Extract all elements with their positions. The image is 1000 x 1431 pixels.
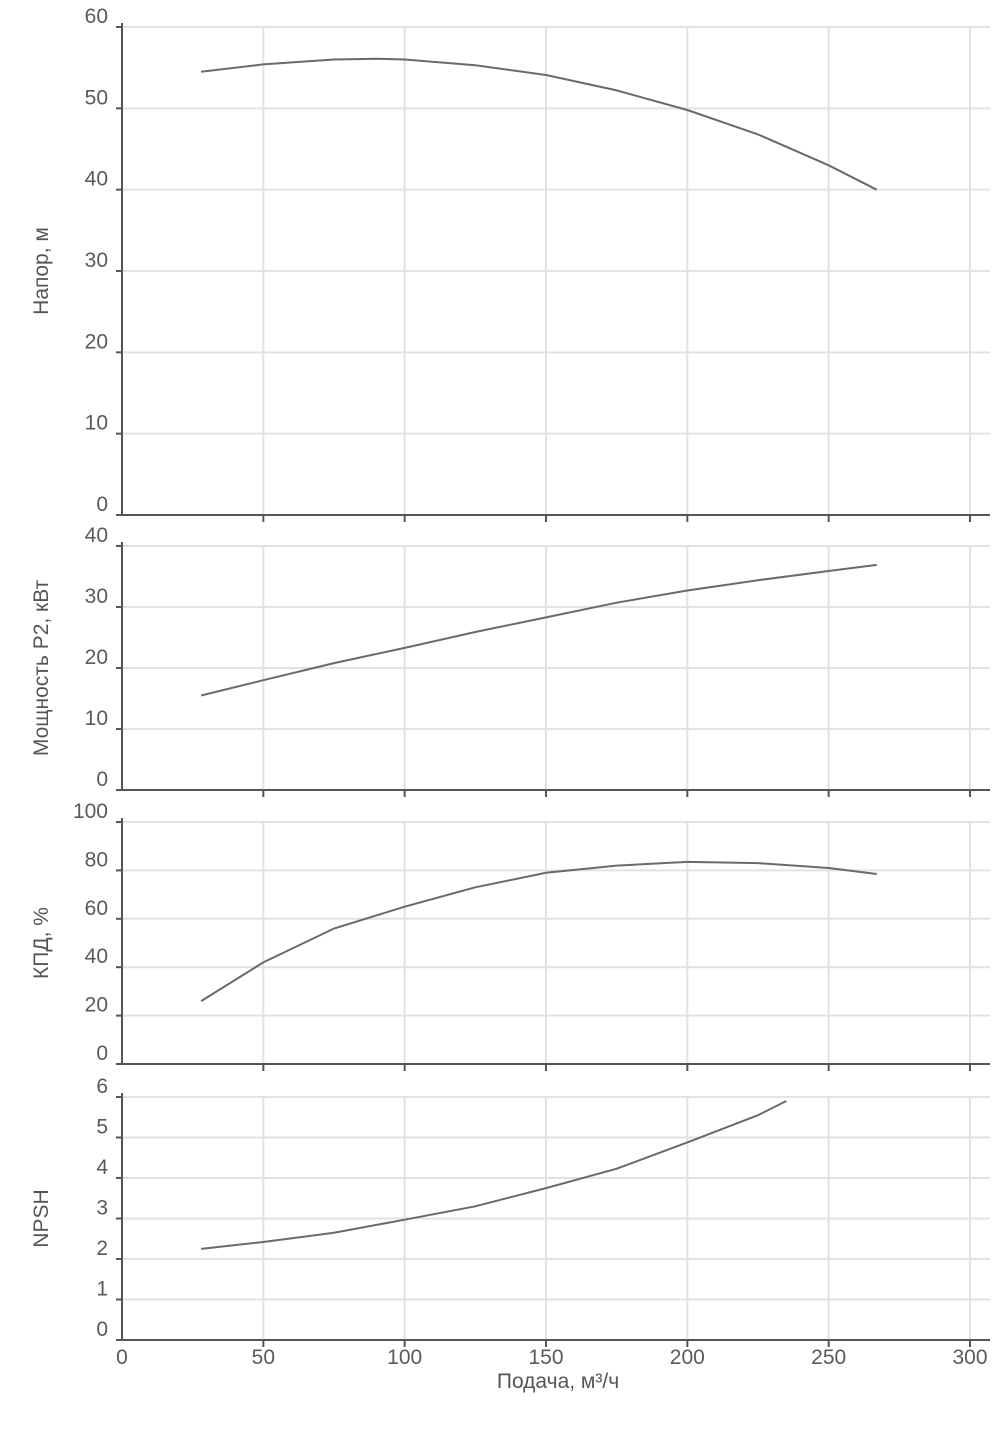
series-line-1 (200, 563, 877, 697)
y-tick-label: 40 (85, 168, 108, 191)
x-tick-label: 250 (811, 1346, 846, 1369)
series-line-1 (200, 57, 878, 191)
y-tick-label: 10 (85, 707, 108, 730)
series-line-1 (200, 860, 877, 1002)
y-tick-label: 10 (85, 412, 108, 435)
x-tick-label: 50 (252, 1346, 275, 1369)
y-tick-label: 100 (73, 800, 108, 823)
chart-panel-3: 0 20 40 60 80 100 КПД, % (30, 800, 990, 1071)
y-tick-label: 0 (96, 1318, 108, 1341)
x-tick-label: 100 (387, 1346, 422, 1369)
y-tick-label: 40 (85, 945, 108, 968)
y-tick-label: 80 (85, 848, 108, 871)
chart-panel-4: 0 1 2 3 4 5 6 NPSH 0 50 100 150 200 250 300 Подача, м³/… (30, 1075, 990, 1393)
x-tick-label: 200 (670, 1346, 705, 1369)
y-tick-label: 30 (85, 249, 108, 272)
x-tick-label: 300 (952, 1346, 987, 1369)
x-axis-title: Подача, м³/ч (497, 1370, 619, 1393)
y-tick-label: 30 (85, 585, 108, 608)
y-tick-label: 5 (96, 1116, 108, 1139)
y-tick-label: 6 (96, 1075, 108, 1098)
y-tick-label: 2 (96, 1237, 108, 1260)
y-tick-label: 60 (85, 5, 108, 28)
y-tick-label: 60 (85, 897, 108, 920)
y-tick-label: 20 (85, 330, 108, 353)
x-tick-label: 150 (528, 1346, 563, 1369)
y-tick-label: 20 (85, 994, 108, 1017)
y-tick-label: 0 (96, 1042, 108, 1065)
series-line-1 (200, 1100, 787, 1250)
y-tick-label: 40 (85, 524, 108, 547)
y-tick-label: 0 (96, 493, 108, 516)
y-axis-title: Мощность Р2, кВт (30, 579, 53, 756)
y-axis-title: Напор, м (30, 227, 53, 315)
y-tick-label: 1 (96, 1278, 108, 1301)
y-tick-label: 50 (85, 86, 108, 109)
chart-panel-1: 0 10 20 30 40 50 60 Напор, м (30, 5, 990, 522)
y-axis-title: NPSH (30, 1189, 53, 1247)
y-tick-label: 0 (96, 768, 108, 791)
y-tick-label: 3 (96, 1197, 108, 1220)
y-tick-label: 4 (96, 1156, 108, 1179)
chart-panel-2: 0 10 20 30 40 Мощность Р2, кВт (30, 524, 990, 797)
y-axis-title: КПД, % (30, 907, 53, 979)
x-tick-label: 0 (116, 1346, 128, 1369)
y-tick-label: 20 (85, 646, 108, 669)
